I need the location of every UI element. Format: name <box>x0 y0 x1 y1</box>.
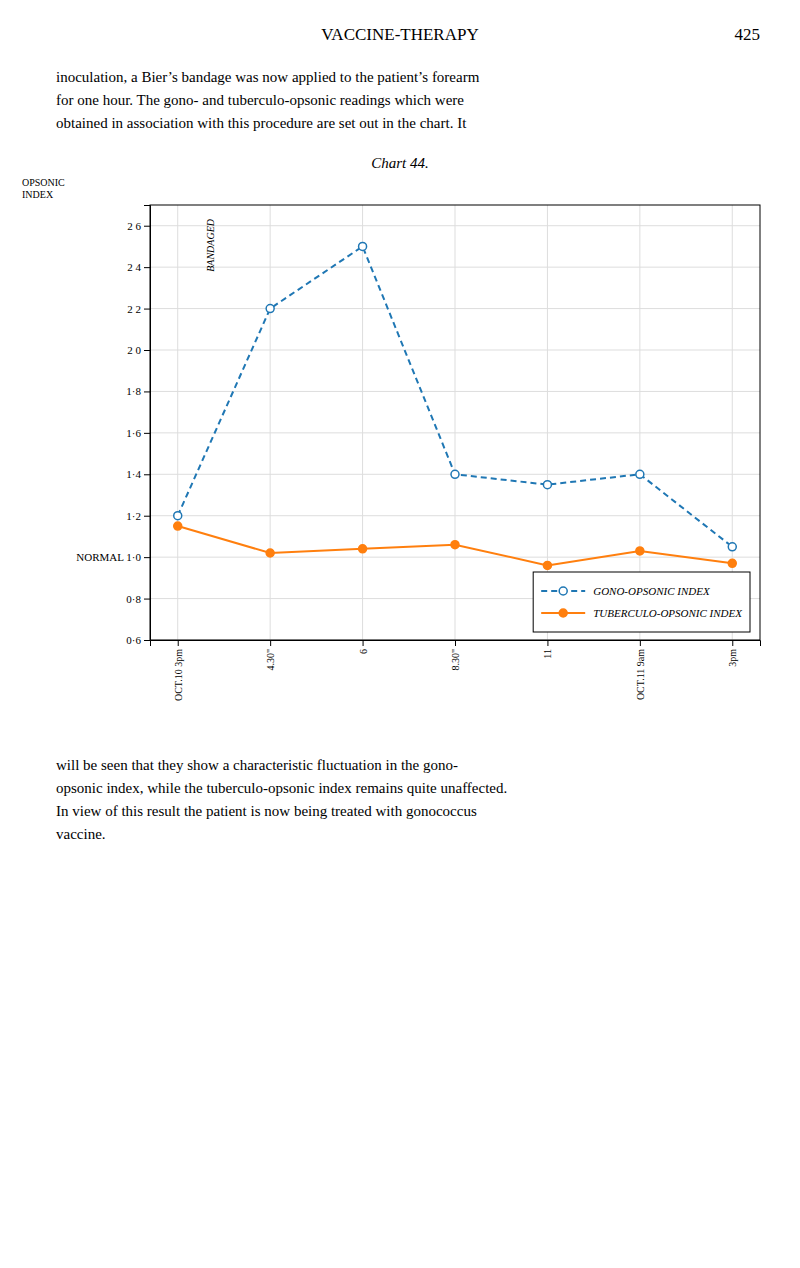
legend-box <box>533 572 750 632</box>
tick-mark <box>144 350 150 351</box>
grid-line <box>455 205 456 640</box>
annotation: BANDAGED <box>205 218 216 272</box>
axis-line <box>144 206 151 641</box>
tick: 11 <box>542 640 553 659</box>
tick-mark <box>144 640 150 641</box>
tick-mark <box>144 309 150 310</box>
tick-label: OCT.11 9am <box>635 649 646 700</box>
tick: 1·4 <box>126 468 150 480</box>
tick-mark <box>144 599 150 600</box>
tick: OCT.10 3pm <box>173 640 184 701</box>
tick: 2 4 <box>127 261 150 273</box>
tick-label: NORMAL 1·0 <box>76 551 141 563</box>
tick: 2 6 <box>127 220 150 232</box>
tick: 0·8 <box>126 593 150 605</box>
data-point <box>728 559 736 567</box>
tick-mark <box>144 557 150 558</box>
tick-label: 3pm <box>727 649 738 667</box>
series-line <box>178 526 733 565</box>
tick-label: 1·6 <box>126 427 141 439</box>
data-point <box>728 543 736 551</box>
tick: 1·6 <box>126 427 150 439</box>
legend-label: TUBERCULO-OPSONIC INDEX <box>593 607 743 619</box>
legend-swatch <box>559 587 567 595</box>
tick: NORMAL 1·0 <box>76 551 150 563</box>
plot: 0·6 0·8 NORMAL 1·0 1·2 1·4 1·6 1·8 2 0 2 2 2 4 2 6… <box>76 205 760 701</box>
tick-label: 0·6 <box>126 634 141 646</box>
tick: 4.30" <box>265 640 276 671</box>
tick-mark <box>144 391 150 392</box>
tick: 2 2 <box>127 303 150 315</box>
tick-mark <box>363 640 364 646</box>
series-line <box>178 246 733 546</box>
data-point <box>451 541 459 549</box>
tick-mark <box>640 640 641 646</box>
tick: 1·8 <box>126 385 150 397</box>
tick-mark <box>455 640 456 646</box>
tick-label: 1·4 <box>126 468 141 480</box>
tick-mark <box>144 267 150 268</box>
tick: 6 <box>358 640 369 654</box>
tick: 8.30" <box>450 640 461 671</box>
tick-mark <box>144 516 150 517</box>
tick-label: 8.30" <box>450 649 461 671</box>
tick-mark <box>547 640 548 646</box>
data-point <box>359 242 367 250</box>
data-point <box>266 549 274 557</box>
tick-mark <box>270 640 271 646</box>
tick-label: 1·2 <box>126 510 141 522</box>
tick-label: 0·8 <box>126 593 141 605</box>
legend: GONO-OPSONIC INDEX TUBERCULO-OPSONIC INDE… <box>533 572 750 632</box>
tick: 0·6 <box>126 634 150 646</box>
grid <box>150 205 760 640</box>
tick-mark <box>732 640 733 646</box>
data-point <box>174 522 182 530</box>
tick-label: 2 0 <box>127 344 141 356</box>
chart-title: Chart 44. <box>371 155 429 171</box>
tick: OCT.11 9am <box>635 640 646 700</box>
tick-mark <box>144 226 150 227</box>
body-text: inoculation, a Bier’s bandage was now ap… <box>56 69 480 131</box>
tick-label: OCT.10 3pm <box>173 649 184 701</box>
tick-mark <box>144 433 150 434</box>
grid-line <box>362 205 363 640</box>
plot-frame <box>150 205 760 640</box>
tick-label: 11 <box>542 649 553 659</box>
tick: 1·2 <box>126 510 150 522</box>
x-axis: OCT.10 3pm 4.30" 6 8.30" 11 OCT.11 9am 3pm <box>151 640 761 701</box>
legend-label: GONO-OPSONIC INDEX <box>593 585 711 597</box>
data-point <box>543 481 551 489</box>
grid-line <box>270 205 271 640</box>
tick-label: 1·8 <box>126 385 141 397</box>
body-text: will be seen that they show a characteri… <box>56 757 507 842</box>
page-number: 425 <box>735 25 761 44</box>
data-point <box>359 545 367 553</box>
axis-title: OPSONICINDEX <box>22 177 65 200</box>
data-point <box>451 470 459 478</box>
header: VACCINE-THERAPY <box>321 25 478 44</box>
data-point <box>174 512 182 520</box>
data-point <box>636 470 644 478</box>
data-point <box>636 547 644 555</box>
tick: 2 0 <box>127 344 150 356</box>
tick-label: 2 4 <box>127 261 141 273</box>
axis-line <box>151 641 761 647</box>
tick-label: 6 <box>358 649 369 654</box>
page: VACCINE-THERAPY 425 inoculation, a Bier’s … <box>0 0 800 1268</box>
grid-line <box>177 205 178 640</box>
legend-swatch <box>559 609 567 617</box>
tick-mark <box>178 640 179 646</box>
y-axis: 0·6 0·8 NORMAL 1·0 1·2 1·4 1·6 1·8 2 0 2 2 2 4 2 6 <box>76 206 150 647</box>
data-point <box>543 561 551 569</box>
tick: 3pm <box>727 640 738 667</box>
tick-label: 4.30" <box>265 649 276 671</box>
tick-mark <box>144 474 150 475</box>
tick-label: 2 6 <box>127 220 141 232</box>
data-point <box>266 305 274 313</box>
tick-label: 2 2 <box>127 303 141 315</box>
data <box>174 242 737 569</box>
